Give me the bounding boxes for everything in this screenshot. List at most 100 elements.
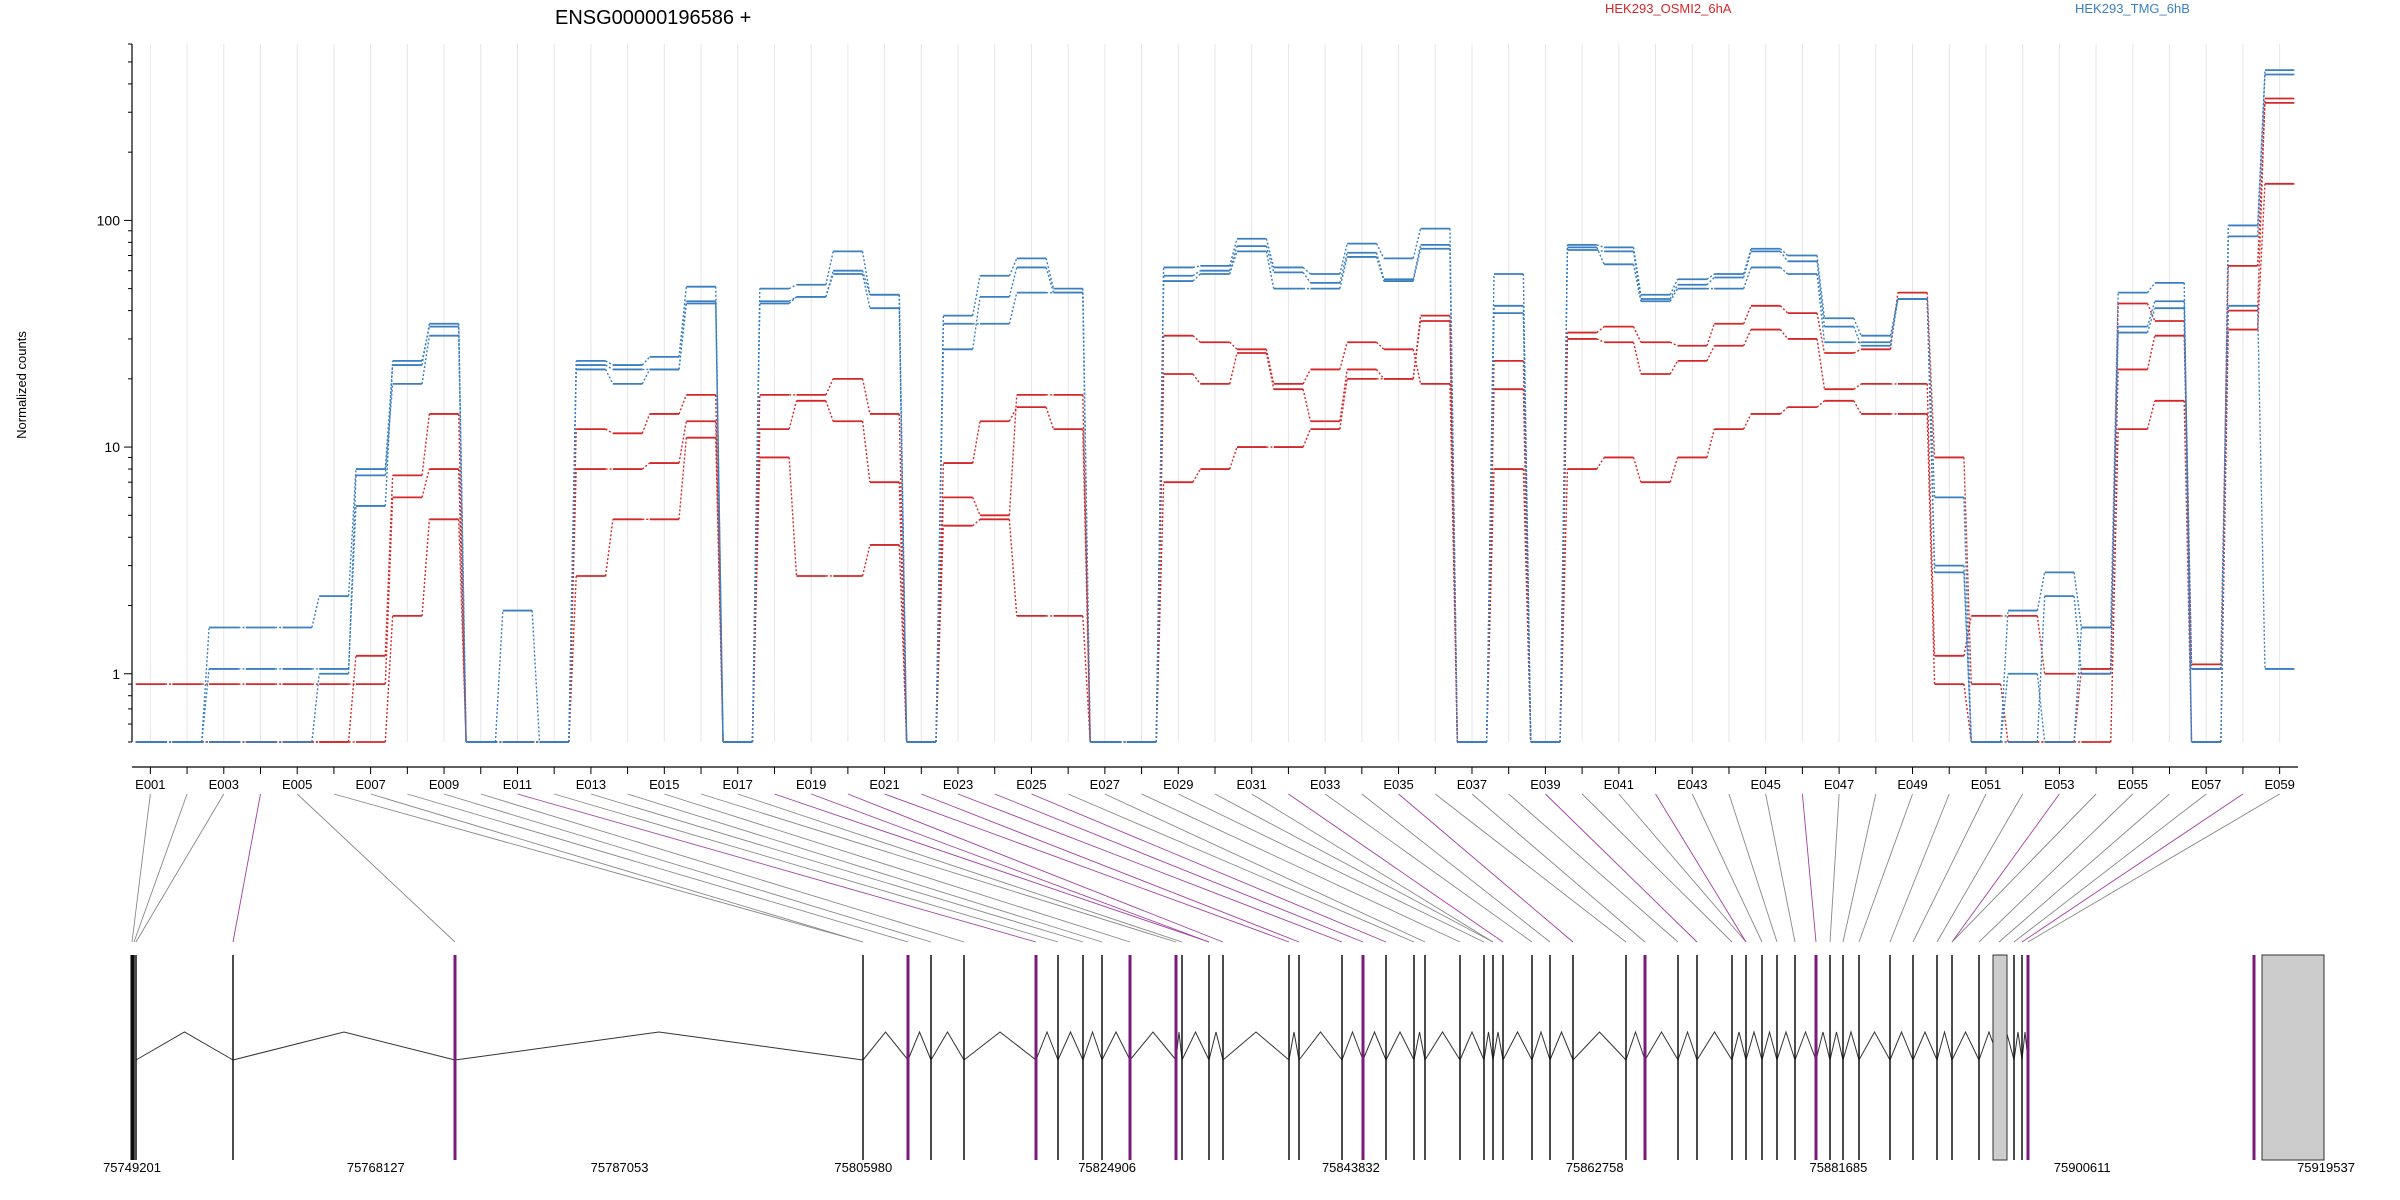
series-connector (861, 270, 871, 295)
intron-line (1502, 1030, 1533, 1061)
intron-line (1745, 1030, 1763, 1061)
series-connector (347, 505, 357, 669)
exon-mapping-line (232, 793, 261, 943)
series-connector (2183, 308, 2193, 669)
x-tick-label: E001 (135, 777, 165, 792)
series-connector (825, 270, 834, 298)
intron-line (1549, 1030, 1574, 1061)
intron-line (1129, 1031, 1177, 1061)
series-connector (1412, 315, 1422, 379)
series-connector (311, 673, 320, 743)
series-connector (1008, 292, 1018, 324)
exon-mapping-line (1936, 793, 2024, 943)
exon-mapping-line (1141, 793, 1461, 943)
x-tick-label: E003 (209, 777, 239, 792)
series-connector (678, 303, 688, 370)
exon-mapping-line (443, 793, 932, 943)
series-connector (1596, 249, 1605, 253)
series-connector (1375, 369, 1385, 380)
series-connector (1816, 400, 1825, 408)
series-connector (861, 378, 871, 415)
series-connector (751, 457, 761, 743)
intron-line (1815, 1031, 1831, 1061)
x-tick-label: E029 (1163, 777, 1193, 792)
series-connector (421, 335, 431, 384)
series-connector (1853, 400, 1862, 415)
series-connector (605, 360, 614, 366)
exon-mapping-line (1912, 793, 1987, 943)
exon-mapping-line (847, 793, 1224, 943)
exon-mapping-line (1434, 793, 1627, 943)
exon-mapping-line (1842, 793, 1877, 943)
exon-mapping-line (590, 793, 1084, 943)
series-connector (788, 296, 797, 305)
series-connector (1963, 615, 1972, 656)
x-tick-label: E059 (2264, 777, 2294, 792)
intron-line (907, 1030, 932, 1061)
series-connector (1853, 383, 1862, 390)
series-connector (605, 364, 614, 371)
series-connector (1229, 245, 1238, 271)
exon-mapping-line (957, 793, 1343, 943)
x-tick-label: E053 (2044, 777, 2074, 792)
x-tick-label: E011 (503, 777, 532, 792)
intron-line (1644, 1031, 1679, 1061)
intron-line (1362, 1030, 1387, 1061)
intron-line (1572, 1031, 1627, 1061)
series-connector (2036, 615, 2046, 674)
series-connector (201, 668, 210, 743)
legend-label-osmi2: HEK293_OSMI2_6hA (1605, 1, 1732, 16)
x-tick-label: E023 (943, 777, 973, 792)
intron-line (1677, 1030, 1698, 1061)
series-connector (1779, 329, 1789, 340)
intron-line (232, 1031, 456, 1061)
series-connector (2036, 572, 2046, 611)
gene-coordinate-label: 75768127 (347, 1160, 405, 1175)
exon-mapping-line (1214, 793, 1494, 943)
series-connector (384, 360, 394, 506)
x-tick-label: E019 (796, 777, 826, 792)
series-connector (2256, 305, 2266, 669)
series-connector (1816, 261, 1826, 327)
exon-mapping-line (921, 793, 1300, 943)
series-connector (421, 326, 431, 362)
series-5 (135, 246, 2295, 743)
series-connector (788, 400, 798, 430)
series-connector (1669, 288, 1679, 302)
exon-mapping-line (1178, 793, 1485, 943)
exon-mapping-line (1104, 793, 1426, 943)
grid-layer (149, 44, 2281, 742)
intron-line (1459, 1030, 1485, 1061)
series-connector (825, 251, 834, 285)
series-connector (1229, 352, 1238, 385)
series-connector (1008, 267, 1018, 298)
exon-mapping-line (1691, 793, 1763, 943)
series-connector (2073, 627, 2083, 743)
x-tick-label: E047 (1824, 777, 1854, 792)
exon-mapping-line (664, 793, 1131, 943)
series-connector (1926, 298, 1936, 498)
series-connector (1596, 247, 1605, 265)
y-tick-label: 1 (112, 666, 120, 682)
exon-mapping-line (1765, 793, 1796, 943)
intron-line (1385, 1030, 1415, 1061)
series-connector (641, 413, 651, 434)
series-connector (384, 383, 394, 476)
exon-mapping-line (1288, 793, 1504, 943)
series-connector (972, 518, 981, 527)
exon-mapping-line (1978, 793, 2134, 943)
series-connector (2183, 400, 2193, 743)
series-connector (1082, 292, 1091, 743)
series-connector (1339, 342, 1348, 370)
series-connector (1742, 251, 1752, 278)
series-connector (1339, 378, 1348, 430)
series-connector (1889, 298, 1899, 343)
series-connector (1155, 281, 1165, 743)
series-connector (1669, 278, 1679, 296)
intron-line (1889, 1030, 1914, 1061)
exon-mapping-line (133, 793, 188, 943)
series-connector (1229, 238, 1238, 267)
series-connector (2256, 98, 2266, 311)
intron-line (1794, 1030, 1817, 1061)
